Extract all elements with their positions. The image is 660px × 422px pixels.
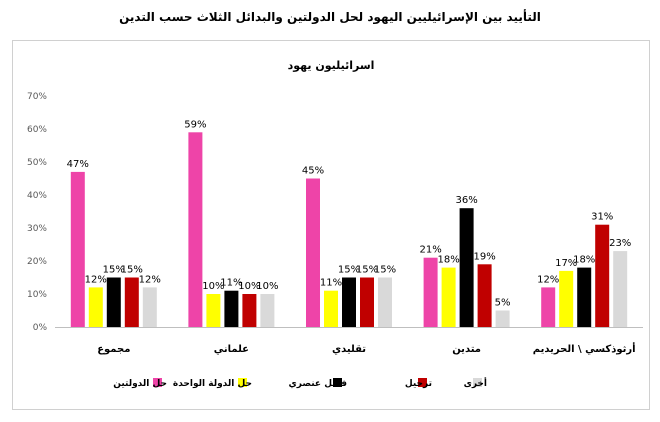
data-label: 15%: [338, 265, 360, 276]
category-label: أرثوذكسي \ الحريديم: [533, 342, 636, 355]
legend: حل الدولتين حل الدولة الواحدة فصل عنصري ترح…: [113, 377, 487, 389]
bar: [577, 267, 592, 327]
legend-label: أخرى: [464, 377, 487, 389]
bar: [459, 208, 474, 327]
bar: [541, 287, 556, 327]
legend-label: ترحيل: [405, 379, 432, 389]
data-label: 5%: [495, 298, 511, 309]
bar: [360, 277, 374, 327]
y-tick-label: 20%: [27, 257, 47, 267]
data-label: 15%: [356, 265, 378, 276]
data-label: 19%: [473, 251, 495, 262]
y-tick-label: 50%: [27, 158, 47, 168]
bar: [423, 257, 438, 327]
bar: [224, 290, 239, 327]
chart-frame: اسرائيليون يهود 0% 10% 20% 30% 40% 50% 60% 70% …: [12, 40, 650, 410]
bar: [342, 277, 356, 327]
legend-label: حل الدولة الواحدة: [173, 379, 252, 389]
y-tick-label: 40%: [27, 191, 47, 201]
y-axis: 0% 10% 20% 30% 40% 50% 60% 70%: [27, 92, 643, 333]
y-tick-label: 10%: [27, 290, 47, 300]
legend-item: فصل عنصري: [289, 378, 348, 389]
bars: 47%12%15%15%12%59%10%11%10%10%45%11%15%1…: [67, 119, 631, 327]
bar: [495, 310, 510, 327]
category-label: تقليدي: [332, 344, 366, 355]
legend-item: أخرى: [464, 377, 487, 389]
chart-title: اسرائيليون يهود: [288, 59, 375, 72]
bar: [324, 290, 338, 327]
category-label: مجموع: [97, 344, 130, 355]
data-label: 12%: [85, 274, 107, 285]
legend-item: ترحيل: [405, 378, 432, 389]
bar: [188, 132, 203, 327]
bar-chart: اسرائيليون يهود 0%10%20%30%40%50%60%70% …: [27, 59, 643, 389]
bar: [595, 224, 610, 327]
bar: [559, 270, 574, 327]
data-label: 23%: [609, 238, 631, 249]
data-label: 21%: [419, 245, 441, 256]
bar: [242, 294, 257, 327]
bar: [613, 251, 628, 327]
data-label: 17%: [555, 258, 577, 269]
bar: [441, 267, 456, 327]
legend-swatch: [153, 378, 162, 387]
bar: [70, 171, 85, 327]
bar: [378, 277, 392, 327]
data-label: 15%: [121, 265, 143, 276]
x-axis: مجموع علماني تقليدي متدين أرثوذكسي \ الحريدي…: [97, 342, 635, 355]
y-tick-label: 60%: [27, 125, 47, 135]
legend-label: فصل عنصري: [289, 379, 348, 389]
category-label: علماني: [214, 344, 249, 355]
data-label: 15%: [103, 265, 125, 276]
legend-label: حل الدولتين: [113, 379, 167, 389]
bar: [88, 287, 103, 327]
data-label: 12%: [537, 274, 559, 285]
data-label: 47%: [67, 159, 89, 170]
data-label: 10%: [256, 281, 278, 292]
bar: [106, 277, 121, 327]
data-label: 12%: [139, 274, 161, 285]
data-label: 36%: [455, 195, 477, 206]
data-label: 10%: [238, 281, 260, 292]
bar: [306, 178, 320, 327]
legend-swatch: [333, 378, 342, 387]
bar: [260, 294, 275, 327]
data-label: 11%: [320, 278, 342, 289]
legend-swatch: [418, 378, 427, 387]
bar: [206, 294, 221, 327]
legend-swatch: [473, 378, 482, 387]
y-tick-label: 0%: [33, 323, 48, 333]
y-tick-label: 70%: [27, 92, 47, 102]
data-label: 15%: [374, 265, 396, 276]
data-label: 11%: [220, 278, 242, 289]
category-label: متدين: [452, 344, 481, 355]
data-label: 31%: [591, 212, 613, 223]
page-title: التأييد بين الإسرائيليين اليهود لحل الدو…: [119, 10, 541, 24]
data-label: 18%: [573, 255, 595, 266]
data-label: 59%: [184, 119, 206, 130]
data-label: 45%: [302, 166, 324, 177]
data-label: 18%: [437, 255, 459, 266]
legend-item: حل الدولتين: [113, 378, 167, 389]
data-label: 10%: [202, 281, 224, 292]
legend-item: حل الدولة الواحدة: [173, 378, 252, 389]
y-tick-label: 30%: [27, 224, 47, 234]
legend-swatch: [238, 378, 247, 387]
bar: [142, 287, 157, 327]
bar: [477, 264, 492, 327]
bar: [124, 277, 139, 327]
